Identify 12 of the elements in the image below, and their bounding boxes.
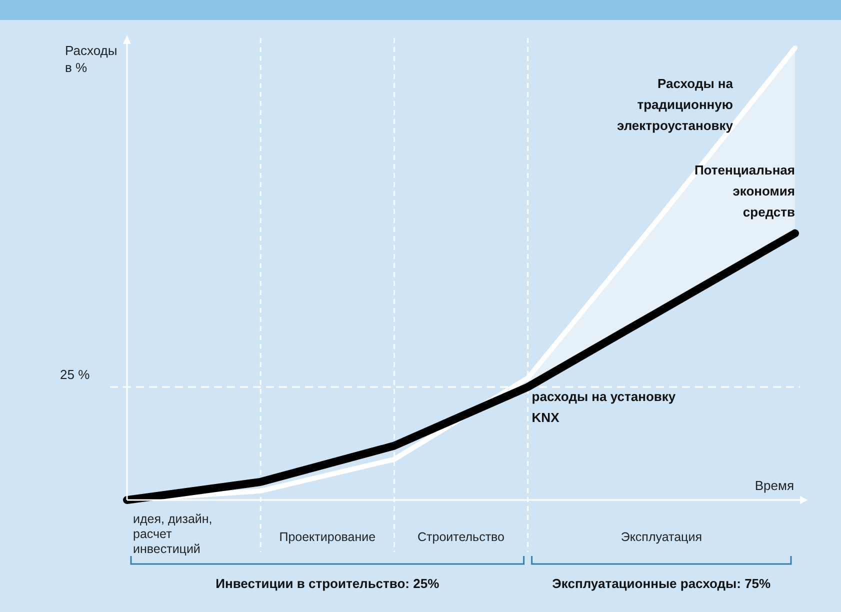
series-label: Расходы на традиционную электроустановку — [616, 76, 734, 133]
annotation: Потенциальная экономия средств — [694, 162, 795, 220]
text: Эксплуатация — [620, 530, 702, 544]
text: идея, дизайн, расчет инвестиций — [133, 512, 212, 556]
text: Строительство — [418, 530, 505, 544]
series-label: расходы на установку KNX — [532, 389, 676, 425]
ref-line-label: 25 % — [60, 367, 90, 382]
text: Проектирование — [279, 530, 376, 544]
text: Эксплуатационные расходы: 75% — [552, 576, 772, 591]
y-axis-title: Расходы в % — [65, 43, 118, 75]
text: Инвестиции в строительство: 25% — [216, 576, 440, 591]
x-axis-title: Время — [754, 478, 794, 493]
